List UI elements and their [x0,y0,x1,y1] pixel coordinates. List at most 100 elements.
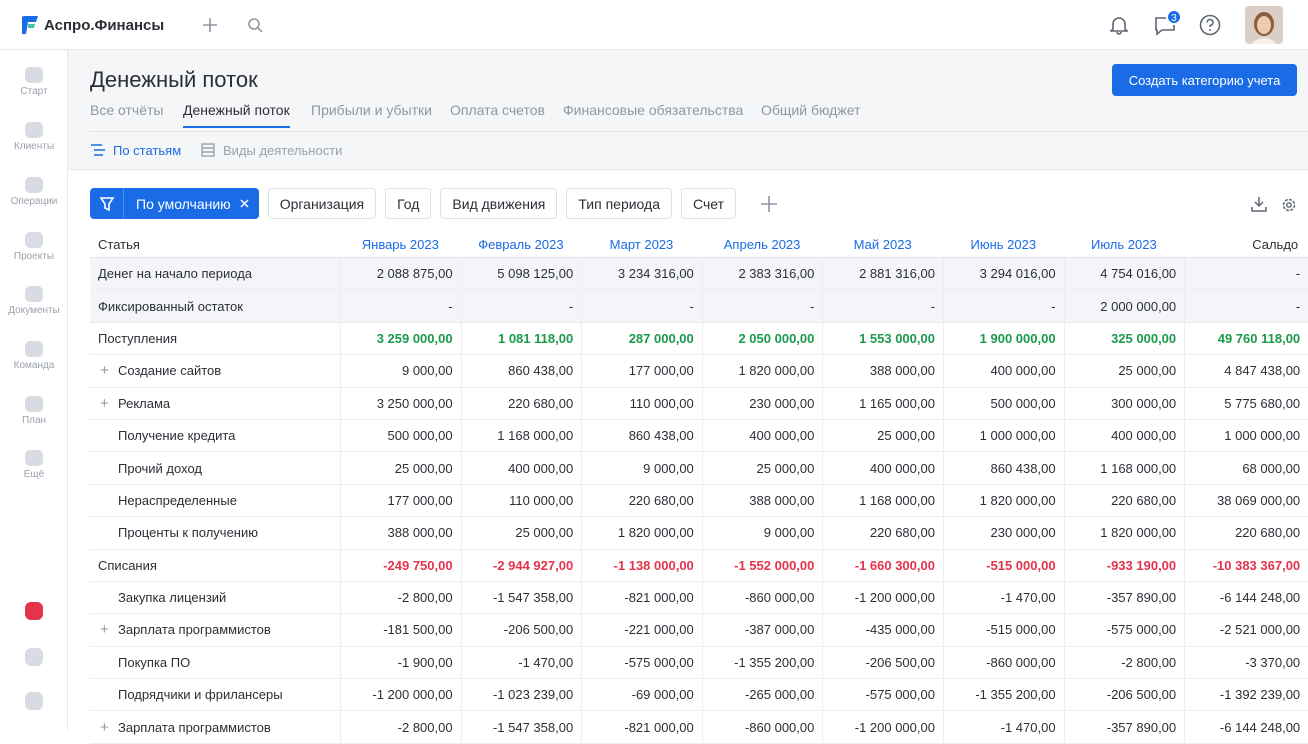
table-row: Создание сайтов + 9 000,00 860 438,00 177 00… [90,355,1308,388]
filter-button[interactable]: Тип периода [566,188,672,219]
close-icon[interactable] [237,188,259,219]
settings-icon[interactable] [1281,197,1297,213]
expand-icon[interactable]: + [100,718,109,736]
table-row: Фиксированный остаток - - - - - -2 000 000,00- [90,290,1308,323]
table-row: Реклама + 3 250 000,00 220 680,00 110 000,00… [90,387,1308,420]
tab[interactable]: Оплата счетов [450,102,545,118]
tab[interactable]: Все отчёты [90,102,164,118]
avatar[interactable] [1245,6,1283,44]
sidebar-item[interactable]: Операции [0,177,68,207]
column-header[interactable]: Статья [98,237,140,252]
cell: -3 370,00 [1184,646,1308,679]
sidebar-icon [25,286,43,302]
tab[interactable]: Общий бюджет [761,102,861,118]
sidebar-item[interactable]: Команда [0,341,68,371]
tab[interactable]: Финансовые обязательства [563,102,744,118]
column-header[interactable]: Июль 2023 [1091,237,1157,252]
row-label: Реклама + [100,394,171,412]
sidebar-item[interactable]: Клиенты [0,122,68,152]
tab[interactable]: Прибыли и убытки [311,102,432,118]
column-header[interactable]: Май 2023 [853,237,912,252]
cell: 230 000,00 [701,387,823,419]
add-icon[interactable] [202,17,218,33]
row-label: Нераспределенные [118,492,237,508]
sidebar-item[interactable]: Проекты [0,232,68,262]
subtab[interactable]: По статьям [113,143,182,158]
cell: 500 000,00 [340,419,461,452]
column-header[interactable]: Февраль 2023 [478,237,564,252]
cell: 1 081 118,00 [460,322,582,355]
cell: -10 383 367,00 [1184,549,1308,581]
active-filter[interactable]: По умолчанию [90,188,259,219]
cell: -2 944 927,00 [460,549,582,581]
sidebar-icon [25,341,43,357]
sidebar-icon[interactable] [25,602,43,620]
badge: 3 [1166,9,1182,25]
cell: -575 000,00 [1063,614,1185,646]
cell: 1 168 000,00 [460,419,582,452]
expand-icon[interactable]: + [100,362,109,380]
column-header[interactable]: Январь 2023 [361,237,439,252]
cell: -860 000,00 [701,711,823,743]
cell: 1 900 000,00 [942,322,1064,355]
tab[interactable]: Денежный поток [183,102,290,128]
expand-icon[interactable]: + [100,621,109,639]
download-icon[interactable] [1251,196,1267,212]
sidebar-item[interactable]: Ещё [0,450,68,480]
sidebar-icon [25,450,43,466]
create-button[interactable]: Создать категорию учета [1112,64,1297,96]
column-header[interactable]: Сальдо [1252,237,1299,252]
sidebar-item[interactable]: План [0,396,68,426]
filter-button[interactable]: Счет [681,188,736,219]
sidebar-label: План [21,415,47,426]
table-row: Зарплата программистов + -181 500,00 -206 5… [90,614,1308,647]
add-filter[interactable] [745,194,785,214]
filter-button[interactable]: Год [385,188,432,219]
expand-icon[interactable]: + [100,394,109,412]
cell: 25 000,00 [460,517,582,549]
cell: 2 000 000,00 [1063,290,1185,322]
cell: -181 500,00 [340,614,461,646]
sidebar-icon[interactable] [25,648,43,666]
cell: -1 200 000,00 [340,679,461,711]
cell: 38 069 000,00 [1184,484,1308,517]
column-header[interactable]: Июнь 2023 [970,237,1037,252]
cell: -265 000,00 [701,679,823,711]
sidebar-item[interactable]: Документы [0,286,68,316]
cell: 177 000,00 [581,355,702,387]
sidebar-item[interactable]: Старт [0,67,68,97]
cell: -515 000,00 [942,614,1064,646]
sidebar-icon[interactable] [25,692,43,710]
cell: 1 820 000,00 [942,484,1064,517]
row-label: Списания [98,557,157,573]
cell: 220 680,00 [1184,517,1308,549]
bell-icon[interactable] [1110,15,1128,35]
top-bar: Аспро.Финансы 3 [0,0,1308,50]
cell: 300 000,00 [1063,387,1185,419]
column-header[interactable]: Апрель 2023 [723,237,801,252]
cell: -821 000,00 [581,581,702,614]
row-label: Создание сайтов + [100,362,222,380]
cell: -206 500,00 [822,646,943,679]
cell: -221 000,00 [581,614,702,646]
cell: 25 000,00 [1063,355,1185,387]
filter-button[interactable]: Вид движения [440,188,558,219]
filter-button[interactable]: Организация [267,188,377,219]
subtab[interactable]: Виды деятельности [223,143,343,158]
cell: -515 000,00 [942,549,1064,581]
search-icon[interactable] [247,17,263,33]
divider [90,131,1308,132]
help-icon[interactable] [1199,14,1221,36]
cell: 400 000,00 [1063,419,1185,452]
cell: 400 000,00 [460,452,582,484]
cell: -69 000,00 [581,679,702,711]
cell: 1 000 000,00 [942,419,1064,452]
row-label: Зарплата программистов + [100,621,271,639]
column-header[interactable]: Март 2023 [609,237,674,252]
cell: 287 000,00 [581,322,702,355]
cell: 500 000,00 [942,387,1064,419]
table-row: Нераспределенные 177 000,00 110 000,00 220 … [90,484,1308,518]
sidebar-label: Старт [20,86,48,97]
cell: -2 800,00 [1063,646,1185,679]
